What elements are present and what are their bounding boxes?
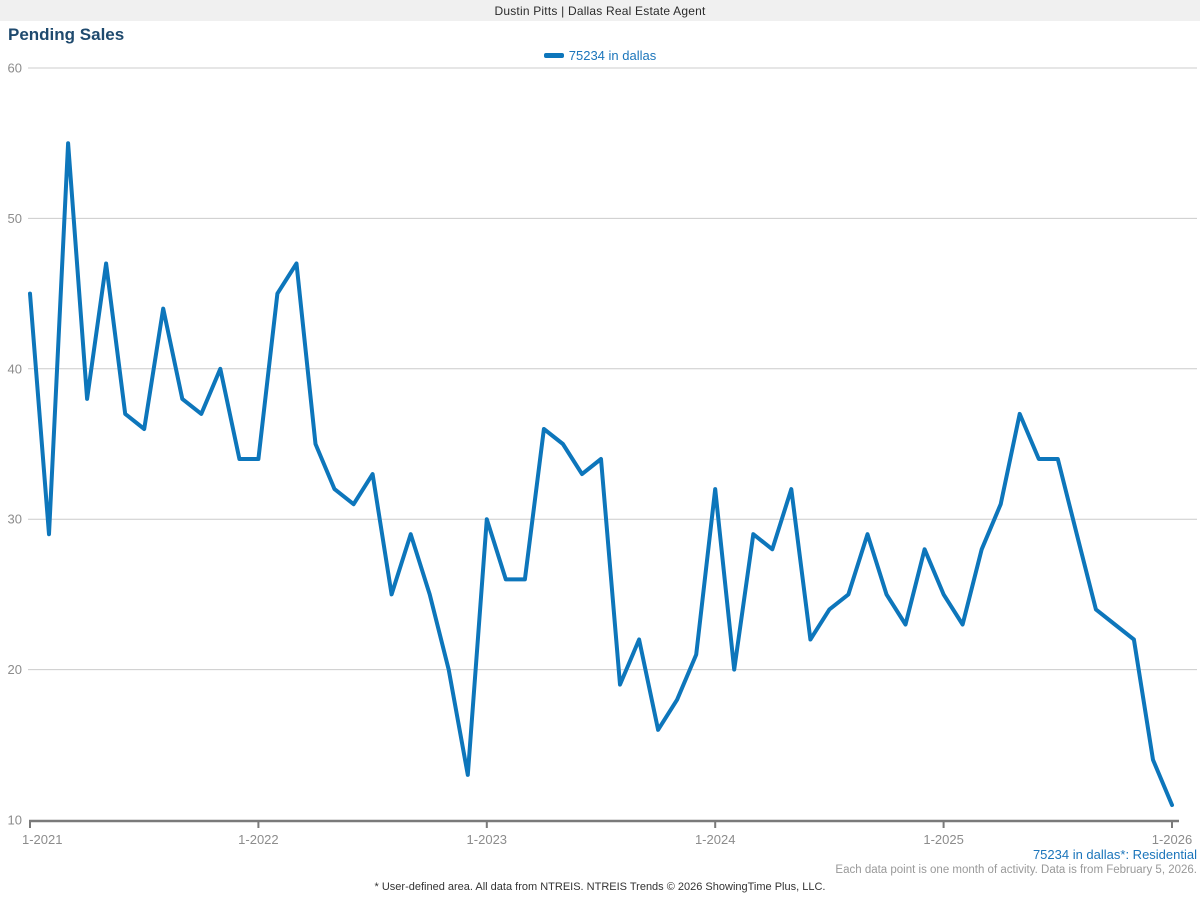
x-axis-tick-label: 1-2023 xyxy=(467,832,507,847)
x-axis-tick-label: 1-2025 xyxy=(923,832,963,847)
legend-series-label: 75234 in dallas xyxy=(568,48,657,63)
x-axis-tick-label: 1-2021 xyxy=(22,832,62,847)
x-axis-tick-label: 1-2022 xyxy=(238,832,278,847)
y-axis-tick-label: 60 xyxy=(8,61,22,76)
legend-line-swatch-icon xyxy=(543,53,564,58)
x-axis-tick-label: 1-2024 xyxy=(695,832,735,847)
y-axis-tick-label: 20 xyxy=(8,662,22,677)
y-axis-tick-label: 10 xyxy=(8,813,22,828)
y-axis-tick-label: 30 xyxy=(8,512,22,527)
footer-disclaimer: * User-defined area. All data from NTREI… xyxy=(374,881,826,893)
chart-title: Pending Sales xyxy=(8,25,125,44)
header-title: Dustin Pitts | Dallas Real Estate Agent xyxy=(494,3,706,18)
data-date-footnote: Each data point is one month of activity… xyxy=(835,864,1197,876)
chart-legend: 75234 in dallas xyxy=(0,48,1200,63)
x-axis-tick-label: 1-2026 xyxy=(1152,832,1192,847)
y-axis-tick-label: 50 xyxy=(8,211,22,226)
y-axis-tick-label: 40 xyxy=(8,361,22,376)
series-line xyxy=(28,141,1174,807)
header-bar: Dustin Pitts | Dallas Real Estate Agent xyxy=(0,0,1200,21)
series-footnote: 75234 in dallas*: Residential xyxy=(1032,847,1197,862)
